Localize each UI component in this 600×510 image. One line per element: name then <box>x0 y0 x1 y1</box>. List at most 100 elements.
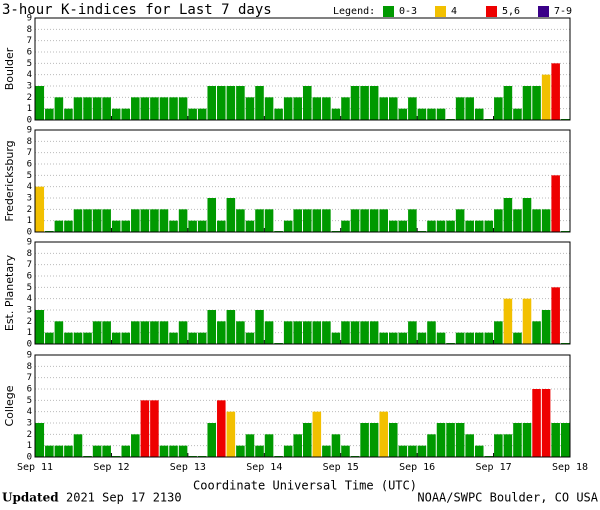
bar <box>102 445 111 457</box>
y-tick-label: 9 <box>27 126 32 136</box>
legend-label: 4 <box>451 6 457 17</box>
bar <box>245 220 255 232</box>
bar <box>35 86 45 120</box>
bar <box>312 97 322 120</box>
bar <box>341 445 350 457</box>
bar <box>350 86 360 120</box>
y-tick-label: 5 <box>27 283 32 293</box>
bar <box>503 298 513 344</box>
bar <box>140 321 150 344</box>
y-tick-label: 7 <box>27 148 32 158</box>
bar <box>388 332 398 344</box>
y-axis-label: Boulder <box>3 47 16 90</box>
bar <box>102 209 111 232</box>
bar <box>417 332 427 344</box>
bar <box>532 209 541 232</box>
bar <box>83 332 92 344</box>
bar <box>303 86 312 120</box>
bar <box>522 198 532 232</box>
bar <box>427 220 436 232</box>
bar <box>54 445 64 457</box>
y-tick-label: 5 <box>27 171 32 181</box>
x-tick-label: Sep 17 <box>476 462 512 473</box>
bar <box>236 209 245 232</box>
bar <box>522 298 532 344</box>
bar <box>522 86 532 120</box>
bar <box>255 86 264 120</box>
bar <box>245 332 255 344</box>
bar <box>283 220 293 232</box>
bar <box>303 321 312 344</box>
bar <box>513 209 522 232</box>
bar <box>455 97 465 120</box>
bar <box>436 220 446 232</box>
bar <box>360 423 369 457</box>
bar <box>398 332 408 344</box>
bar <box>455 332 465 344</box>
bar <box>560 423 570 457</box>
y-tick-label: 9 <box>27 14 32 24</box>
bar <box>322 321 331 344</box>
bar <box>169 97 178 120</box>
bar <box>541 310 551 344</box>
bar <box>217 321 226 344</box>
y-tick-label: 0 <box>27 228 32 238</box>
bar <box>102 97 111 120</box>
y-tick-label: 3 <box>27 419 32 429</box>
y-tick-label: 1 <box>27 441 32 451</box>
bar <box>293 321 302 344</box>
bar <box>150 209 159 232</box>
bar <box>54 97 64 120</box>
y-tick-label: 8 <box>27 25 32 35</box>
bar <box>503 86 513 120</box>
x-axis-label: Coordinate Universal Time (UTC) <box>193 479 417 493</box>
bar <box>131 209 140 232</box>
legend-title: Legend: <box>333 6 375 17</box>
bar <box>236 321 245 344</box>
bar <box>159 321 169 344</box>
bar <box>331 332 341 344</box>
bar <box>255 310 264 344</box>
bar <box>513 423 522 457</box>
legend-swatch <box>383 6 394 17</box>
bar <box>73 97 83 120</box>
bar <box>150 321 159 344</box>
bar <box>388 220 398 232</box>
bar <box>283 445 293 457</box>
bar <box>455 209 465 232</box>
bar <box>398 445 408 457</box>
bar <box>484 332 494 344</box>
bar <box>446 220 455 232</box>
bar <box>388 97 398 120</box>
bar <box>293 97 302 120</box>
bar <box>178 97 188 120</box>
bar <box>245 97 255 120</box>
bar <box>45 445 54 457</box>
y-tick-label: 8 <box>27 137 32 147</box>
bar <box>73 332 83 344</box>
bar <box>264 97 274 120</box>
bar <box>73 434 83 457</box>
bar <box>264 209 274 232</box>
bar <box>494 209 503 232</box>
bar <box>188 108 197 120</box>
y-tick-label: 6 <box>27 385 32 395</box>
bar <box>474 332 484 344</box>
bar <box>474 220 484 232</box>
bar <box>369 86 379 120</box>
bar <box>169 220 178 232</box>
legend-label: 5,6 <box>502 6 520 17</box>
bar <box>169 332 178 344</box>
bar <box>465 332 474 344</box>
plot-frame <box>34 354 571 458</box>
chart-title: 3-hour K-indices for Last 7 days <box>2 2 272 18</box>
x-tick-label: Sep 12 <box>93 462 129 473</box>
bar <box>197 220 207 232</box>
plot-frame <box>34 17 571 121</box>
y-axis-label: College <box>3 385 16 426</box>
y-tick-label: 6 <box>27 48 32 58</box>
y-tick-label: 5 <box>27 396 32 406</box>
bar <box>35 310 45 344</box>
y-tick-label: 9 <box>27 238 32 248</box>
bar <box>436 332 446 344</box>
